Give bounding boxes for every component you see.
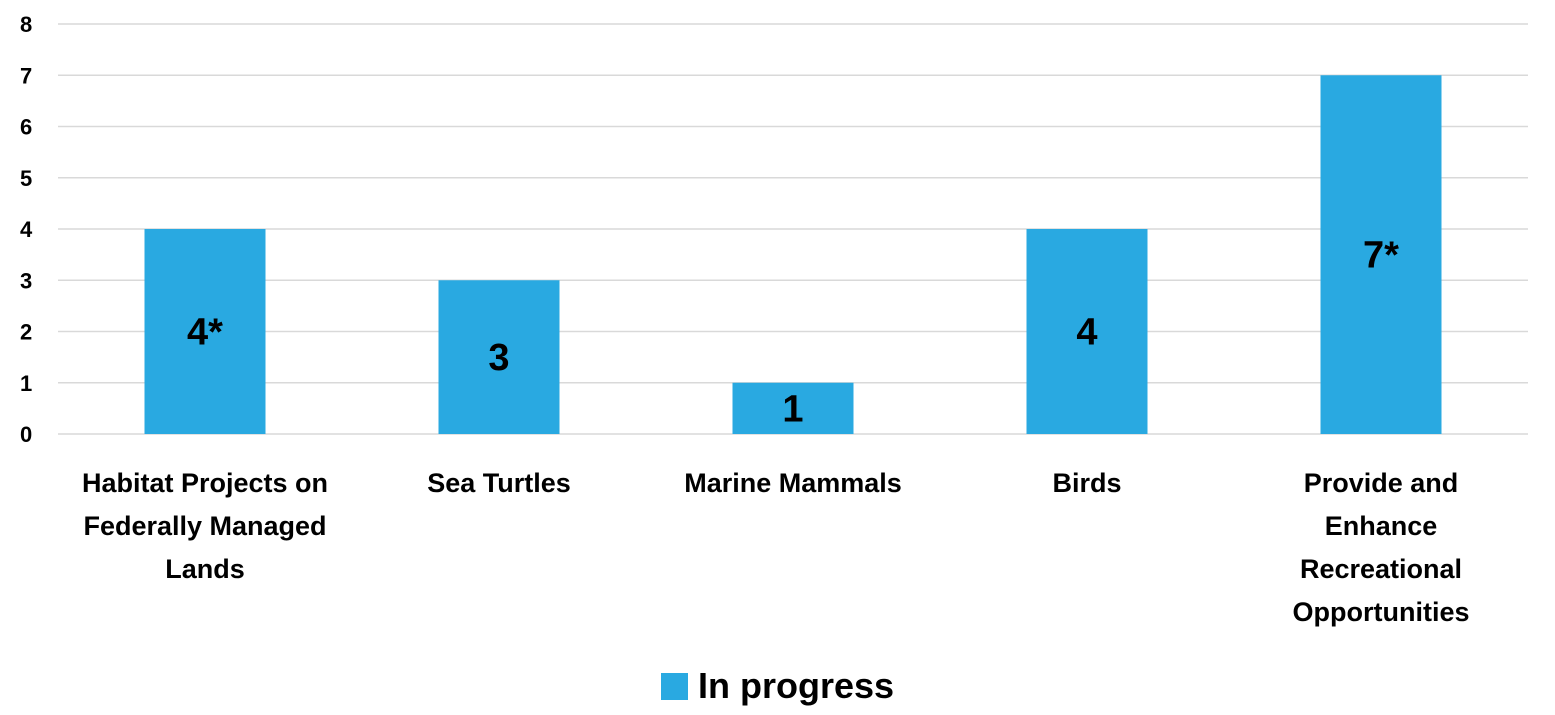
x-category-label: Marine Mammals bbox=[684, 468, 902, 498]
y-tick-label: 7 bbox=[20, 63, 32, 88]
data-labels: 4* 3 1 4 7* bbox=[187, 235, 1399, 431]
x-category-label: Sea Turtles bbox=[427, 468, 571, 498]
gridlines bbox=[58, 23, 1528, 435]
bar bbox=[1026, 229, 1148, 434]
x-category-label: Recreational bbox=[1300, 554, 1462, 584]
bar bbox=[438, 280, 560, 434]
data-label: 1 bbox=[782, 388, 803, 430]
bar bbox=[732, 382, 854, 434]
y-tick-label: 3 bbox=[20, 268, 32, 293]
y-tick-label: 1 bbox=[20, 371, 32, 396]
x-category-label: Enhance bbox=[1325, 511, 1438, 541]
y-tick-label: 4 bbox=[20, 217, 33, 242]
y-tick-label: 2 bbox=[20, 320, 32, 345]
bar bbox=[1320, 75, 1442, 434]
legend-item: In progress bbox=[660, 665, 895, 707]
data-label: 7* bbox=[1363, 235, 1399, 277]
y-tick-label: 5 bbox=[20, 166, 32, 191]
x-category-label: Federally Managed bbox=[83, 511, 326, 541]
x-category-label: Habitat Projects on bbox=[82, 468, 328, 498]
y-tick-label: 0 bbox=[20, 422, 32, 447]
bars bbox=[144, 75, 1442, 434]
x-category-label: Opportunities bbox=[1293, 597, 1470, 627]
x-category-label: Provide and bbox=[1304, 468, 1459, 498]
x-category-label: Lands bbox=[165, 554, 245, 584]
legend-label: In progress bbox=[697, 665, 895, 706]
y-tick-label: 8 bbox=[20, 12, 32, 37]
data-label: 3 bbox=[488, 337, 509, 379]
legend-swatch bbox=[660, 672, 688, 700]
bar bbox=[144, 229, 266, 434]
x-category-label: Birds bbox=[1052, 468, 1121, 498]
data-label: 4* bbox=[187, 312, 223, 354]
x-axis-categories: Habitat Projects on Federally Managed Land… bbox=[82, 468, 1470, 627]
legend: In progress bbox=[0, 665, 1555, 707]
data-label: 4 bbox=[1076, 312, 1097, 354]
y-tick-label: 6 bbox=[20, 115, 32, 140]
bar-chart: 0 1 2 3 4 5 6 7 8 4* 3 1 4 7* Habitat Projects on Fed… bbox=[20, 12, 1528, 627]
y-axis-ticks: 0 1 2 3 4 5 6 7 8 bbox=[20, 12, 33, 447]
